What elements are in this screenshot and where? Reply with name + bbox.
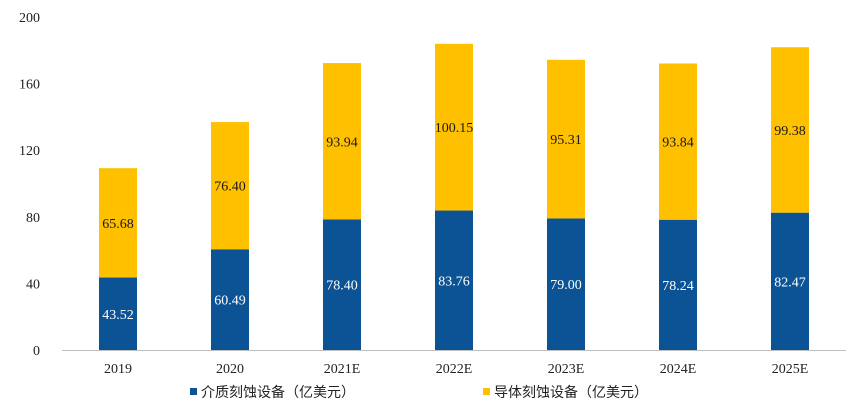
legend-swatch <box>190 388 197 395</box>
y-tick-label: 200 <box>19 11 40 26</box>
bar-segment <box>211 122 249 250</box>
bar-segment <box>323 63 361 220</box>
bar-segment <box>547 218 585 350</box>
x-tick-label: 2019 <box>104 362 132 377</box>
legend-label: 导体刻蚀设备（亿美元） <box>494 384 648 401</box>
data-label: 83.76 <box>438 274 470 289</box>
bar-segment <box>323 219 361 350</box>
data-label: 79.00 <box>550 278 582 293</box>
bar-segment <box>99 277 137 350</box>
data-label: 93.94 <box>326 135 358 150</box>
bar-segment <box>659 63 697 220</box>
y-tick-label: 80 <box>26 211 40 226</box>
x-tick-label: 2024E <box>660 362 697 377</box>
data-label: 78.24 <box>662 279 694 294</box>
data-label: 99.38 <box>774 124 806 139</box>
legend: 介质刻蚀设备（亿美元） 导体刻蚀设备（亿美元） <box>190 384 648 401</box>
data-label: 60.49 <box>214 294 246 309</box>
bar-segment <box>99 168 137 278</box>
data-label: 65.68 <box>102 217 134 232</box>
data-label: 78.40 <box>326 279 358 294</box>
y-tick-label: 160 <box>19 78 40 93</box>
bar-segment <box>435 43 473 211</box>
bar-segment <box>771 212 809 350</box>
y-axis-ticks: 0 40 80 120 160 200 <box>19 11 40 359</box>
x-tick-label: 2020 <box>216 362 244 377</box>
bar-segment <box>771 47 809 213</box>
y-tick-label: 40 <box>26 277 40 292</box>
data-label: 43.52 <box>102 308 134 323</box>
x-axis-ticks: 2019 2020 2021E 2022E 2023E 2024E 2025E <box>104 362 808 377</box>
legend-label: 介质刻蚀设备（亿美元） <box>201 384 355 401</box>
x-tick-label: 2022E <box>436 362 473 377</box>
data-label: 95.31 <box>550 133 582 148</box>
bar-segment <box>659 219 697 350</box>
bars <box>99 43 809 350</box>
data-label: 76.40 <box>214 180 246 195</box>
data-labels: 43.52 65.68 60.49 76.40 78.40 93.94 83.76 100.1… <box>102 121 806 323</box>
data-label: 93.84 <box>662 136 694 151</box>
x-tick-label: 2021E <box>324 362 361 377</box>
data-label: 82.47 <box>774 275 806 290</box>
y-tick-label: 0 <box>33 344 40 359</box>
bar-segment <box>211 249 249 350</box>
bar-segment <box>547 59 585 219</box>
data-label: 100.15 <box>435 121 474 136</box>
y-tick-label: 120 <box>19 144 40 159</box>
legend-swatch <box>483 388 490 395</box>
x-tick-label: 2023E <box>548 362 585 377</box>
x-tick-label: 2025E <box>772 362 809 377</box>
bar-segment <box>435 210 473 350</box>
